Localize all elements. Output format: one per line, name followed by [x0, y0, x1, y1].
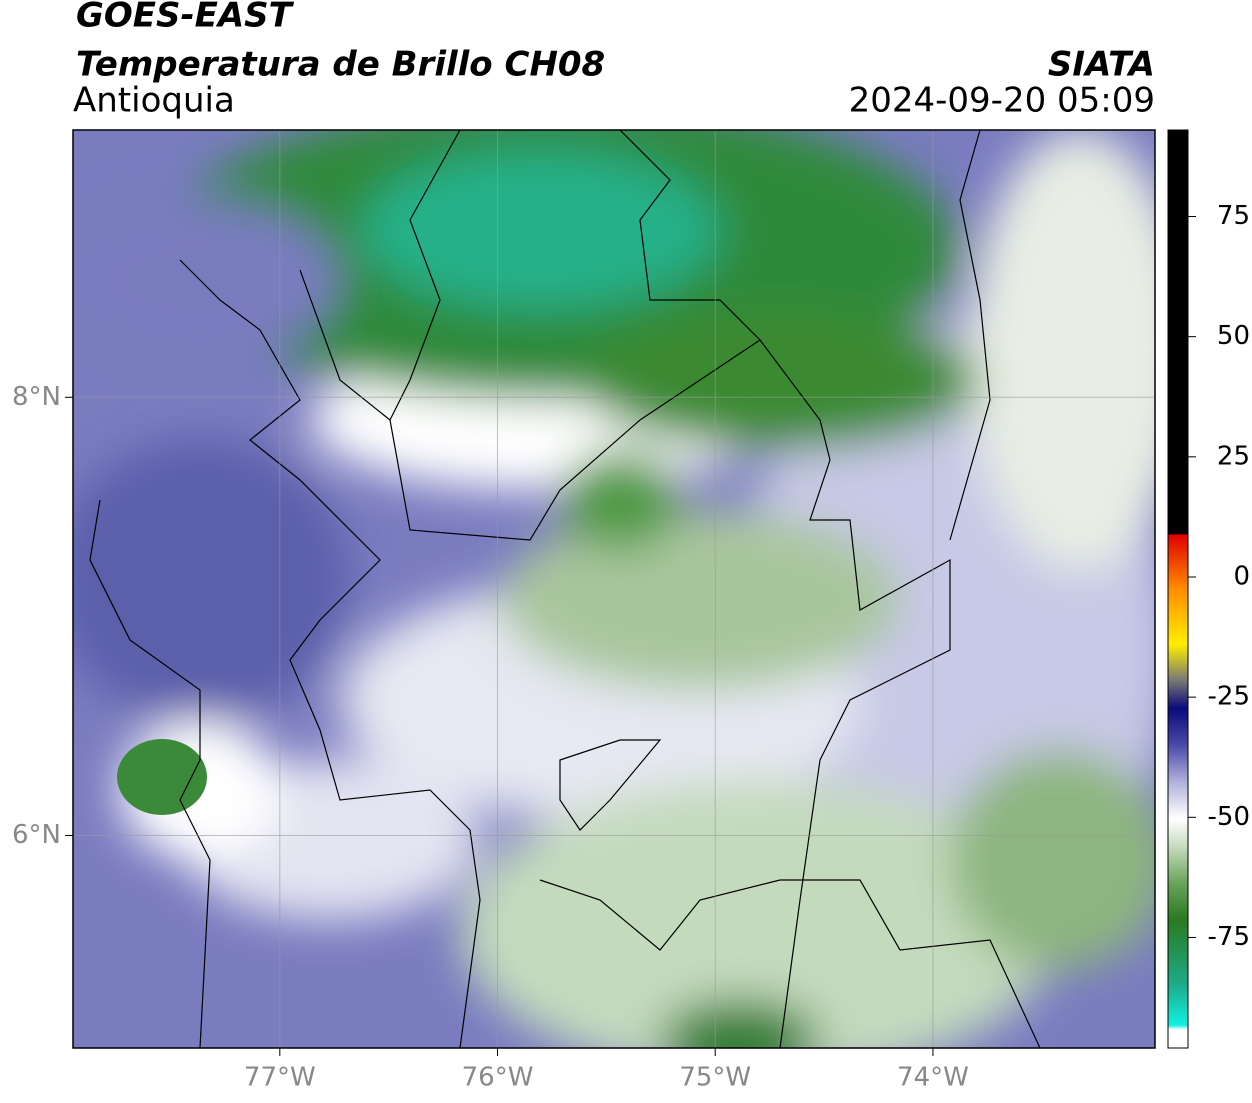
- colorbar-tick-label: -25: [1208, 682, 1250, 712]
- colorbar-tick-label: 25: [1217, 441, 1250, 471]
- datetime: 2024-09-20 05:09: [849, 81, 1155, 121]
- lat-tick-label: 8°N: [12, 382, 61, 412]
- map-frame: [72, 129, 1156, 1049]
- product: Temperatura de Brillo CH08: [76, 45, 605, 85]
- colorbar-tick-label: 50: [1217, 321, 1250, 351]
- lon-tick-label: 75°W: [679, 1063, 751, 1093]
- temperature-field: [73, 130, 1155, 1048]
- colorbar-tick-label: -75: [1208, 922, 1250, 952]
- lon-tick-label: 77°W: [244, 1063, 316, 1093]
- colorbar: [1167, 129, 1189, 1049]
- source: SIATA: [1048, 45, 1155, 85]
- graticule: [73, 130, 1155, 1048]
- region: Antioquia: [73, 81, 235, 121]
- lat-tick-label: 6°N: [12, 820, 61, 850]
- colorbar-tick-label: -50: [1208, 802, 1250, 832]
- colorbar-tick-label: 0: [1233, 561, 1250, 591]
- colorbar-tick-label: 75: [1217, 201, 1250, 231]
- satellite: GOES-EAST: [76, 0, 295, 36]
- lon-tick-label: 76°W: [462, 1063, 534, 1093]
- lon-tick-label: 74°W: [897, 1063, 969, 1093]
